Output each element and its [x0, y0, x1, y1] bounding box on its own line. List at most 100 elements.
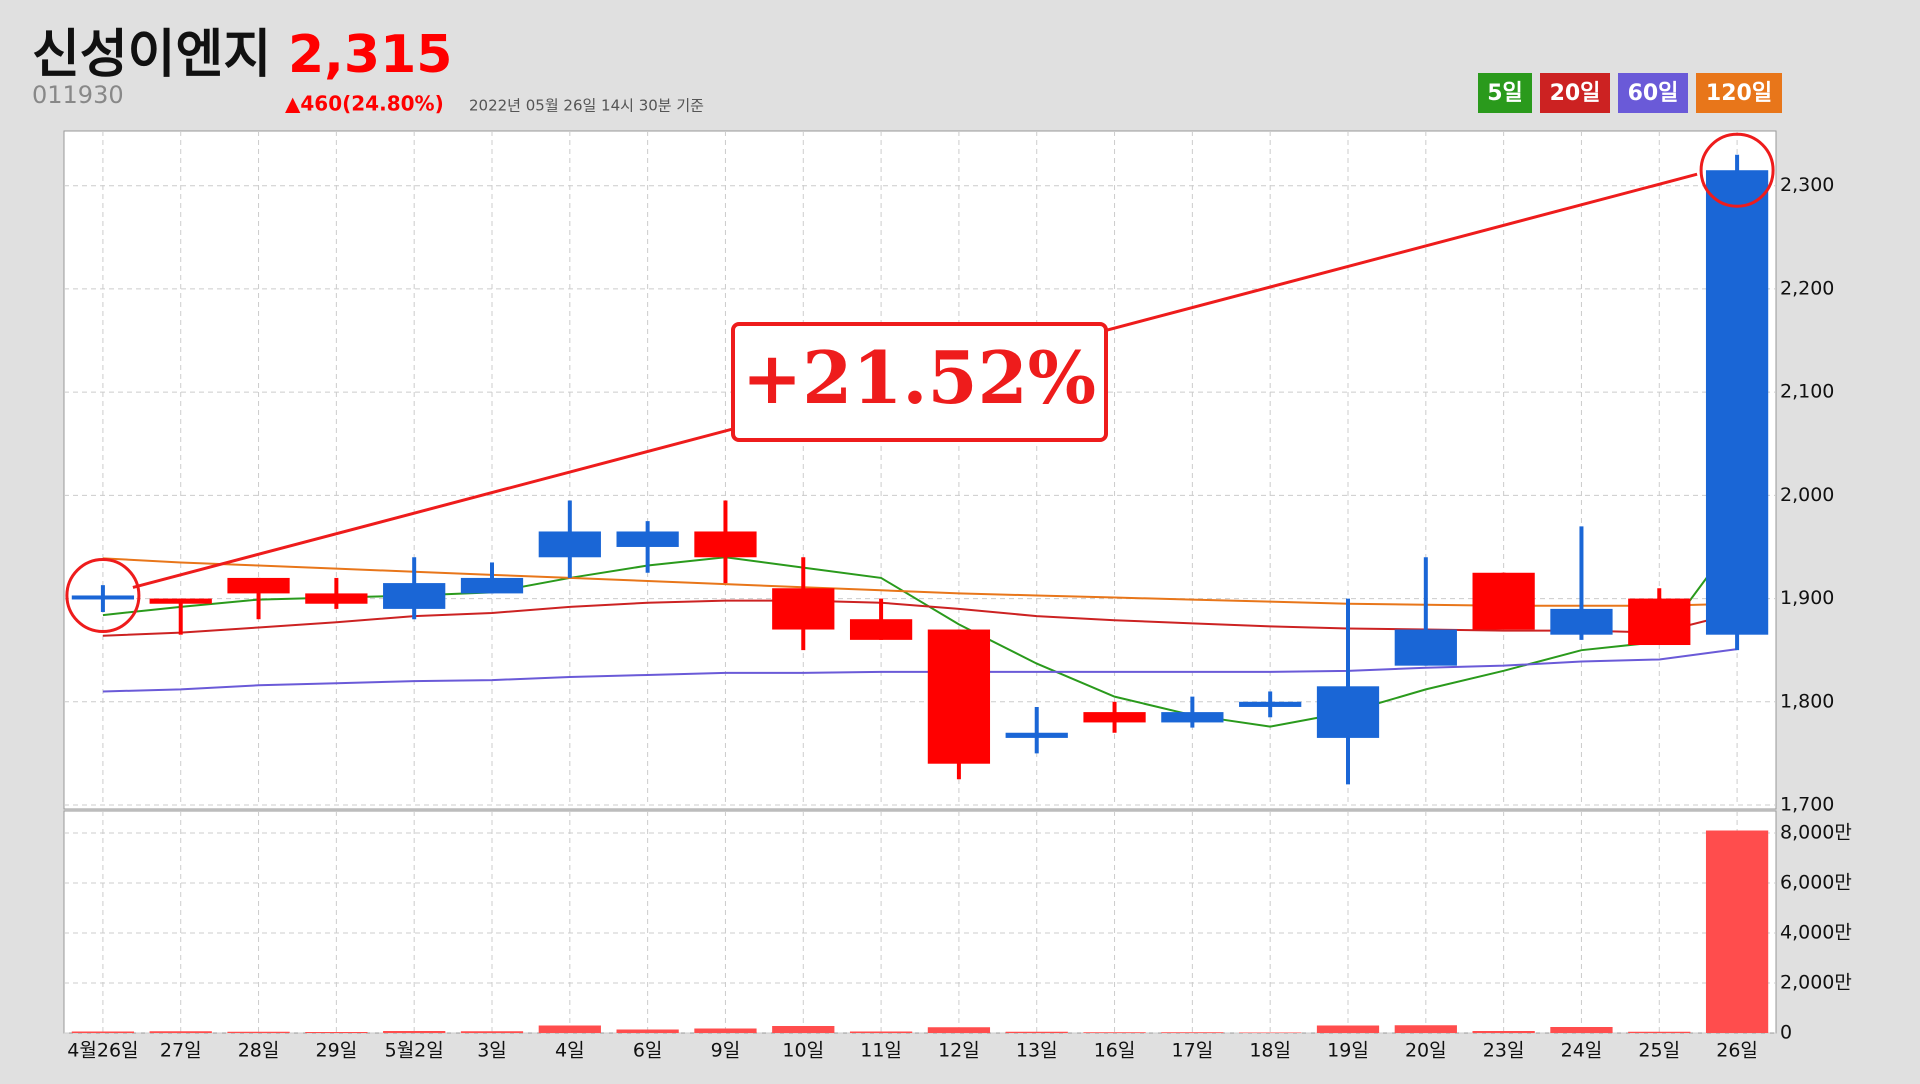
x-tick-label: 17일	[1172, 1040, 1214, 1062]
candle-body	[538, 531, 601, 558]
ma-line	[102, 648, 1738, 693]
volume-bar	[927, 1027, 991, 1033]
candle-body	[1550, 608, 1613, 635]
volume-bar	[772, 1026, 835, 1033]
volume-bar	[1083, 1032, 1146, 1033]
candle-body	[149, 598, 212, 604]
x-tick-label: 11일	[860, 1040, 902, 1062]
x-tick-label: 6일	[633, 1040, 663, 1062]
volume-bar	[71, 1031, 135, 1033]
volume-bar	[1472, 1031, 1535, 1033]
volume-bar	[227, 1031, 290, 1033]
candle-body	[1005, 732, 1068, 738]
legend-swatch	[1618, 73, 1688, 113]
x-tick-label: 9일	[711, 1040, 741, 1062]
x-tick-label: 10일	[782, 1040, 824, 1062]
candle-body	[772, 588, 835, 630]
legend-label: 60일	[1628, 81, 1679, 106]
candle-body	[1394, 629, 1457, 666]
candle-body	[227, 577, 290, 594]
highlight-circle	[65, 557, 141, 633]
x-tick-label: 28일	[238, 1040, 280, 1062]
candle-body	[616, 531, 679, 547]
candle-body	[694, 531, 757, 558]
x-tick-label: 4일	[555, 1040, 585, 1062]
candle-body	[1472, 572, 1535, 630]
y-tick-label: 6,000만	[1780, 872, 1852, 894]
x-tick-label: 5월2일	[385, 1040, 444, 1062]
x-tick-label: 3일	[477, 1040, 507, 1062]
candle-body	[383, 583, 446, 609]
candle-body	[1705, 170, 1769, 635]
legend-label: 20일	[1550, 81, 1601, 106]
x-tick-label: 18일	[1249, 1040, 1291, 1062]
x-tick-label: 23일	[1483, 1040, 1525, 1062]
stock-price: 2,315	[288, 25, 452, 85]
candle-body	[460, 577, 524, 594]
legend-swatch	[1696, 73, 1782, 113]
x-tick-label: 26일	[1716, 1040, 1758, 1062]
x-tick-label: 24일	[1561, 1040, 1603, 1062]
volume-bar	[1005, 1031, 1068, 1033]
candle-body	[1161, 712, 1224, 723]
stock-code: 011930	[32, 81, 124, 109]
timestamp: 2022년 05월 26일 14시 30분 기준	[469, 97, 704, 115]
volume-bar	[1550, 1027, 1613, 1033]
volume-bar	[694, 1028, 757, 1033]
candle-body	[1083, 712, 1146, 723]
highlight-circle	[1699, 132, 1775, 208]
volume-bar	[538, 1025, 601, 1033]
y-tick-label: 2,300	[1780, 174, 1834, 196]
candle-body	[71, 595, 135, 600]
legend-swatch	[1540, 73, 1610, 113]
x-tick-label: 16일	[1094, 1040, 1136, 1062]
volume-bar	[849, 1031, 913, 1033]
volume-bar	[149, 1031, 212, 1033]
x-tick-label: 25일	[1638, 1040, 1680, 1062]
x-tick-label: 12일	[938, 1040, 980, 1062]
price-pane	[63, 130, 1777, 810]
annotation-box	[731, 322, 1108, 442]
volume-bar	[460, 1031, 524, 1033]
annotation-text: +21.52%	[742, 335, 1096, 420]
volume-bar	[1628, 1031, 1691, 1033]
volume-pane	[63, 810, 1777, 1034]
y-tick-label: 8,000만	[1780, 822, 1852, 844]
y-tick-label: 2,200	[1780, 277, 1834, 299]
volume-bar	[305, 1032, 368, 1033]
y-tick-label: 4,000만	[1780, 922, 1852, 944]
price-change: ▲460(24.80%)	[285, 92, 444, 116]
volume-bar	[383, 1031, 446, 1033]
y-tick-label: 2,000	[1780, 484, 1834, 506]
ma-line	[102, 557, 1738, 607]
candle-body	[849, 619, 913, 640]
volume-bar	[1394, 1025, 1457, 1033]
stock-name: 신성이엔지	[32, 25, 271, 85]
candle-body	[1316, 686, 1380, 738]
x-tick-label: 19일	[1327, 1040, 1369, 1062]
y-tick-label: 2,000만	[1780, 972, 1852, 994]
candle-body	[1628, 598, 1691, 646]
volume-bar	[1705, 830, 1769, 1033]
legend-label: 5일	[1487, 81, 1523, 106]
ma-line	[102, 599, 1738, 637]
y-tick-label: 0	[1780, 1022, 1792, 1044]
x-tick-label: 13일	[1016, 1040, 1058, 1062]
x-tick-label: 4월26일	[67, 1040, 138, 1062]
y-tick-label: 1,700	[1780, 794, 1834, 816]
legend-label: 120일	[1706, 81, 1772, 106]
volume-bar	[1161, 1032, 1224, 1033]
candle-body	[927, 629, 991, 764]
x-tick-label: 27일	[160, 1040, 202, 1062]
ma-line	[102, 536, 1738, 728]
volume-bar	[1239, 1032, 1302, 1033]
volume-bar	[616, 1029, 679, 1033]
y-tick-label: 1,800	[1780, 690, 1834, 712]
candle-body	[305, 593, 368, 604]
x-tick-label: 29일	[316, 1040, 358, 1062]
candle-body	[1239, 701, 1302, 707]
x-tick-label: 20일	[1405, 1040, 1447, 1062]
y-tick-label: 2,100	[1780, 381, 1834, 403]
